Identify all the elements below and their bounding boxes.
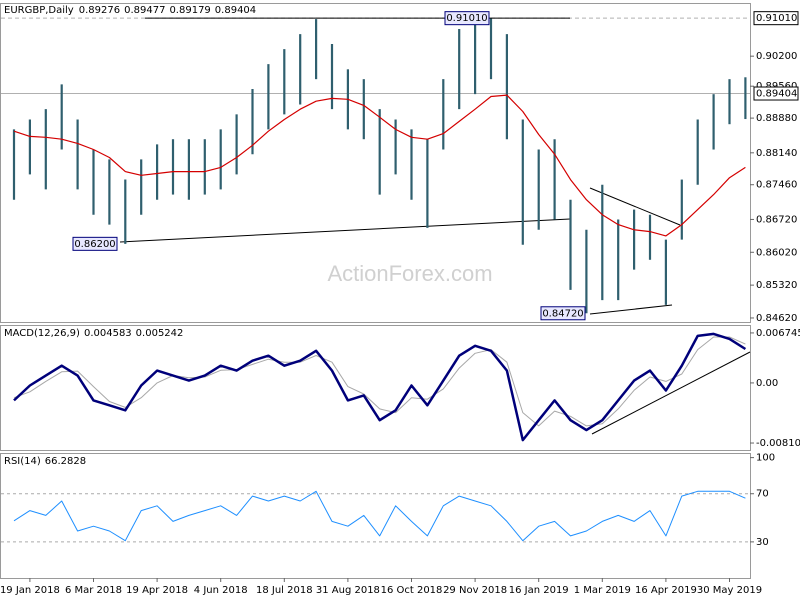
- moving-average-line: [13, 94, 746, 237]
- y-tick-label: 0.84620: [756, 313, 797, 324]
- x-tick-label: 30 May 2019: [697, 585, 762, 596]
- macd-value: 0.004583: [84, 328, 132, 339]
- macd-panel-frame: [0, 325, 751, 451]
- open-value: 0.89276: [79, 5, 120, 16]
- annotation-label: 0.91010: [446, 13, 487, 24]
- y-tick-label: 0.88880: [756, 113, 797, 124]
- wedge-upper-line: [589, 187, 681, 226]
- y-tick-label: 70: [756, 489, 769, 500]
- rsi-value: 66.2828: [45, 456, 86, 467]
- rsi-header: RSI(14) 66.2828: [4, 456, 86, 467]
- wedge-lower-line: [589, 304, 673, 315]
- annotation-label: 0.86200: [74, 239, 115, 250]
- y-tick-label: 0.85320: [756, 280, 797, 291]
- macd-trendline: [591, 351, 751, 435]
- x-tick-label: 1 Mar 2019: [574, 585, 631, 596]
- symbol-title: EURGBP,Daily: [4, 5, 74, 16]
- y-tick-label: 0.00: [756, 378, 778, 389]
- y-tick-label: 0.88140: [756, 148, 797, 159]
- x-tick-label: 19 Apr 2018: [126, 585, 188, 596]
- price-level-box: [753, 11, 799, 26]
- price-level-label: 0.91010: [756, 13, 797, 24]
- signal-value: 0.005242: [136, 328, 184, 339]
- price-level-label: 0.89404: [756, 89, 797, 100]
- y-tick-label: -0.008109: [756, 438, 800, 449]
- x-tick-label: 4 Jun 2018: [194, 585, 248, 596]
- y-tick-label: 0.86020: [756, 247, 797, 258]
- price-header: EURGBP,Daily 0.89276 0.89477 0.89179 0.89404: [4, 5, 256, 16]
- high-value: 0.89477: [124, 5, 165, 16]
- x-tick-label: 16 Apr 2019: [635, 585, 697, 596]
- x-tick-label: 6 Mar 2018: [65, 585, 122, 596]
- signal-line: [13, 336, 746, 427]
- annotation-box: [72, 236, 118, 251]
- macd-line: [13, 332, 747, 442]
- support-trendline: [119, 218, 571, 243]
- macd-title: MACD(12,26,9): [4, 328, 80, 339]
- y-tick-label: 100: [756, 453, 775, 464]
- y-tick-label: 0.90200: [756, 51, 797, 62]
- rsi-panel-frame: [0, 453, 751, 579]
- rsi-line: [13, 490, 746, 542]
- price-panel-frame: [0, 3, 751, 323]
- annotation-box: [540, 306, 586, 321]
- macd-header: MACD(12,26,9) 0.004583 0.005242: [4, 328, 183, 339]
- annotation-box: [444, 11, 490, 26]
- y-tick-label: 30: [756, 537, 769, 548]
- x-tick-label: 16 Jan 2019: [509, 585, 569, 596]
- y-tick-label: 0.006745: [756, 328, 800, 339]
- price-level-box: [753, 86, 799, 101]
- x-tick-label: 29 Nov 2018: [443, 585, 507, 596]
- annotation-label: 0.84720: [542, 308, 583, 319]
- low-value: 0.89179: [169, 5, 210, 16]
- x-tick-label: 18 Jul 2018: [256, 585, 313, 596]
- y-tick-label: 0.87460: [756, 180, 797, 191]
- x-tick-label: 16 Oct 2018: [381, 585, 443, 596]
- x-tick-label: 19 Jan 2018: [0, 585, 60, 596]
- close-value: 0.89404: [215, 5, 256, 16]
- rsi-title: RSI(14): [4, 456, 41, 467]
- x-tick-label: 31 Aug 2018: [316, 585, 380, 596]
- watermark: ActionForex.com: [327, 261, 492, 286]
- y-tick-label: 0.86720: [756, 214, 797, 225]
